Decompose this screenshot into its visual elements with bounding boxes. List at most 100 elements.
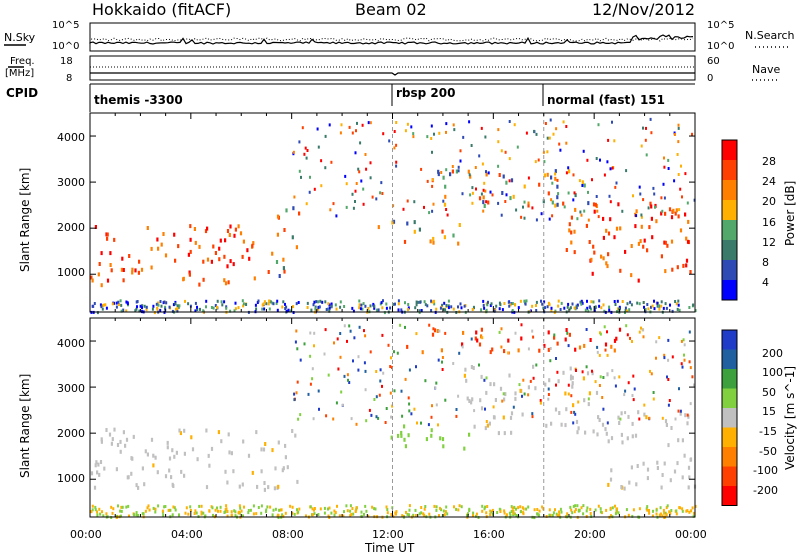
sparse-echo-cell bbox=[508, 179, 511, 183]
echo-cell bbox=[650, 216, 653, 221]
echo-cell bbox=[228, 233, 231, 237]
ground-scatter-cell bbox=[249, 508, 252, 512]
xtick-1600: 16:00 bbox=[473, 528, 505, 541]
echo-cell bbox=[227, 432, 230, 437]
ground-scatter-cell bbox=[120, 309, 123, 313]
power-data-layer bbox=[90, 113, 697, 315]
ground-scatter-cell bbox=[120, 505, 123, 509]
ground-scatter-cell bbox=[394, 511, 397, 515]
ground-scatter-cell bbox=[351, 507, 354, 510]
ground-scatter-cell bbox=[136, 305, 138, 309]
ground-scatter-cell bbox=[407, 303, 410, 306]
echo-cell bbox=[141, 466, 144, 471]
sparse-echo-cell bbox=[430, 415, 433, 419]
echo-cell bbox=[578, 345, 582, 350]
sparse-echo-cell bbox=[348, 125, 351, 129]
sparse-echo-cell bbox=[430, 124, 433, 128]
echo-cell bbox=[479, 398, 482, 403]
sparse-echo-cell bbox=[682, 338, 685, 342]
sparse-echo-cell bbox=[360, 179, 363, 183]
sparse-echo-cell bbox=[518, 383, 521, 387]
sparse-echo-cell bbox=[354, 151, 357, 155]
sparse-echo-cell bbox=[555, 357, 557, 360]
sparse-echo-cell bbox=[391, 404, 394, 408]
ground-scatter-cell bbox=[292, 305, 295, 309]
ground-scatter-cell bbox=[196, 305, 198, 309]
ground-scatter-cell bbox=[442, 509, 445, 513]
echo-cell bbox=[613, 235, 616, 240]
ground-scatter-cell bbox=[125, 300, 128, 304]
echo-cell bbox=[502, 174, 505, 179]
ground-scatter-cell bbox=[669, 511, 672, 515]
sparse-echo-cell bbox=[497, 201, 500, 205]
echo-cell bbox=[152, 463, 155, 468]
power-ytick-1000: 1000 bbox=[57, 266, 85, 279]
ground-scatter-cell bbox=[675, 512, 678, 516]
ground-scatter-cell bbox=[237, 511, 240, 515]
ground-scatter-cell bbox=[517, 306, 520, 310]
ground-scatter-cell bbox=[677, 299, 680, 303]
ground-scatter-cell bbox=[642, 301, 645, 304]
sparse-echo-cell bbox=[482, 188, 485, 192]
echo-cell bbox=[489, 382, 492, 387]
echo-cell bbox=[486, 423, 489, 428]
sparse-echo-cell bbox=[434, 386, 437, 390]
ground-scatter-cell bbox=[646, 505, 649, 509]
ground-scatter-cell bbox=[375, 308, 378, 312]
ground-scatter-cell bbox=[187, 512, 190, 516]
sparse-echo-cell bbox=[336, 337, 339, 341]
sparse-echo-cell bbox=[638, 417, 641, 421]
ground-scatter-cell bbox=[676, 307, 679, 311]
echo-cell bbox=[174, 258, 177, 263]
echo-cell bbox=[100, 283, 103, 288]
ground-scatter-cell bbox=[178, 304, 181, 308]
echo-cell bbox=[613, 338, 617, 343]
ground-scatter-cell bbox=[237, 306, 240, 310]
ground-scatter-cell bbox=[525, 299, 528, 303]
sparse-echo-cell bbox=[647, 206, 650, 210]
ground-scatter-cell bbox=[119, 509, 122, 513]
ground-scatter-cell bbox=[349, 504, 352, 508]
ground-scatter-cell bbox=[638, 302, 641, 306]
sparse-echo-cell bbox=[453, 128, 456, 132]
ground-scatter-cell bbox=[558, 510, 561, 514]
sparse-echo-cell bbox=[356, 121, 358, 125]
ground-scatter-cell bbox=[394, 302, 396, 306]
ground-scatter-cell bbox=[111, 302, 114, 306]
echo-cell bbox=[131, 270, 134, 275]
sparse-echo-cell bbox=[611, 166, 614, 170]
sparse-echo-cell bbox=[459, 159, 462, 163]
ground-scatter-cell bbox=[614, 504, 616, 508]
ground-scatter-cell bbox=[648, 509, 650, 512]
sparse-echo-cell bbox=[370, 413, 373, 417]
sparse-echo-cell bbox=[441, 368, 444, 371]
sparse-echo-cell bbox=[354, 200, 356, 203]
sparse-echo-cell bbox=[570, 394, 573, 398]
echo-cell bbox=[237, 224, 240, 229]
ground-scatter-cell bbox=[111, 511, 114, 515]
sparse-echo-cell bbox=[306, 149, 309, 152]
echo-cell bbox=[621, 440, 624, 445]
ground-scatter-cell bbox=[594, 508, 597, 512]
ground-scatter-cell bbox=[323, 506, 326, 510]
sparse-echo-cell bbox=[393, 350, 395, 354]
sparse-echo-cell bbox=[663, 196, 666, 200]
echo-cell bbox=[436, 329, 439, 333]
power-cbar-swatch bbox=[722, 240, 737, 260]
sparse-echo-cell bbox=[420, 167, 423, 171]
ground-scatter-cell bbox=[194, 309, 197, 313]
echo-cell bbox=[646, 467, 650, 472]
ground-scatter-cell bbox=[221, 303, 224, 307]
ground-scatter-cell bbox=[638, 507, 641, 511]
sparse-echo-cell bbox=[396, 351, 399, 355]
sparse-echo-cell bbox=[523, 200, 526, 204]
vel-cbar-swatch bbox=[722, 408, 737, 428]
sparse-echo-cell bbox=[404, 129, 407, 133]
echo-cell bbox=[439, 436, 442, 441]
sparse-echo-cell bbox=[580, 213, 583, 217]
sparse-echo-cell bbox=[292, 150, 295, 154]
echo-cell bbox=[98, 472, 101, 477]
sparse-echo-cell bbox=[340, 390, 343, 394]
ground-scatter-cell bbox=[550, 306, 553, 310]
